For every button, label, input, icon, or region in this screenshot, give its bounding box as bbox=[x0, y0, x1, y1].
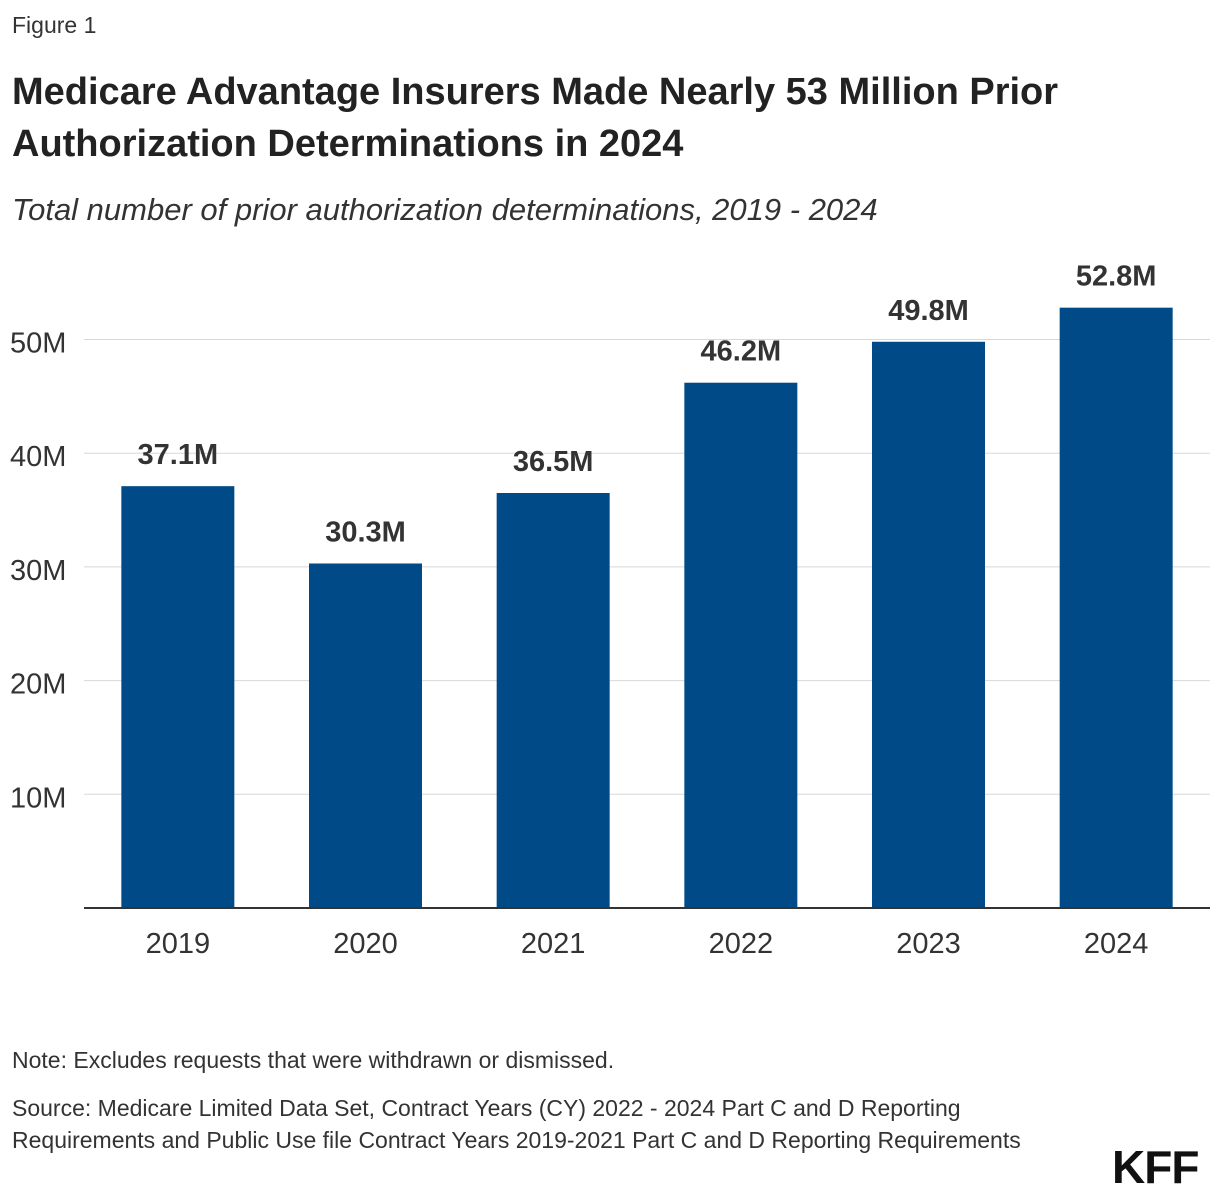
chart-source: Source: Medicare Limited Data Set, Contr… bbox=[12, 1095, 1021, 1153]
bar-2021 bbox=[496, 492, 610, 908]
bar-2022 bbox=[684, 382, 798, 908]
y-tick-label: 10M bbox=[10, 782, 66, 814]
gridlines bbox=[84, 339, 1210, 795]
bars bbox=[121, 307, 1173, 908]
x-tick-label-2024: 2024 bbox=[1084, 928, 1149, 960]
chart-subtitle: Total number of prior authorization dete… bbox=[12, 192, 878, 227]
bar-2024 bbox=[1059, 307, 1173, 908]
y-tick-label: 40M bbox=[10, 441, 66, 473]
x-tick-label-2022: 2022 bbox=[709, 928, 774, 960]
bar-chart: 10M 20M 30M 40M 50M 37.1M 30.3M 36.5M 46.2M 49.8… bbox=[10, 261, 1210, 960]
bar-2023 bbox=[872, 341, 985, 908]
x-tick-label-2021: 2021 bbox=[521, 928, 586, 960]
data-label-2024: 52.8M bbox=[1076, 261, 1157, 293]
kff-logo: KFF bbox=[1112, 1141, 1199, 1193]
data-labels: 37.1M 30.3M 36.5M 46.2M 49.8M 52.8M bbox=[138, 261, 1157, 549]
y-tick-label: 30M bbox=[10, 555, 66, 587]
x-tick-label-2019: 2019 bbox=[146, 928, 211, 960]
data-label-2021: 36.5M bbox=[513, 446, 594, 478]
data-label-2020: 30.3M bbox=[325, 516, 406, 548]
x-axis-ticks: 2019 2020 2021 2022 2023 2024 bbox=[146, 928, 1149, 960]
y-tick-label: 20M bbox=[10, 669, 66, 701]
data-label-2019: 37.1M bbox=[138, 439, 219, 471]
x-tick-label-2020: 2020 bbox=[333, 928, 398, 960]
chart-title: Medicare Advantage Insurers Made Nearly … bbox=[12, 71, 1059, 165]
bar-2019 bbox=[121, 486, 235, 908]
figure-label: Figure 1 bbox=[12, 12, 97, 38]
chart-note: Note: Excludes requests that were withdr… bbox=[12, 1047, 615, 1073]
x-tick-label-2023: 2023 bbox=[896, 928, 961, 960]
bar-2020 bbox=[309, 563, 422, 908]
data-label-2023: 49.8M bbox=[888, 295, 969, 327]
data-label-2022: 46.2M bbox=[701, 336, 782, 368]
y-tick-label: 50M bbox=[10, 328, 66, 360]
y-axis-ticks: 10M 20M 30M 40M 50M bbox=[10, 328, 66, 815]
